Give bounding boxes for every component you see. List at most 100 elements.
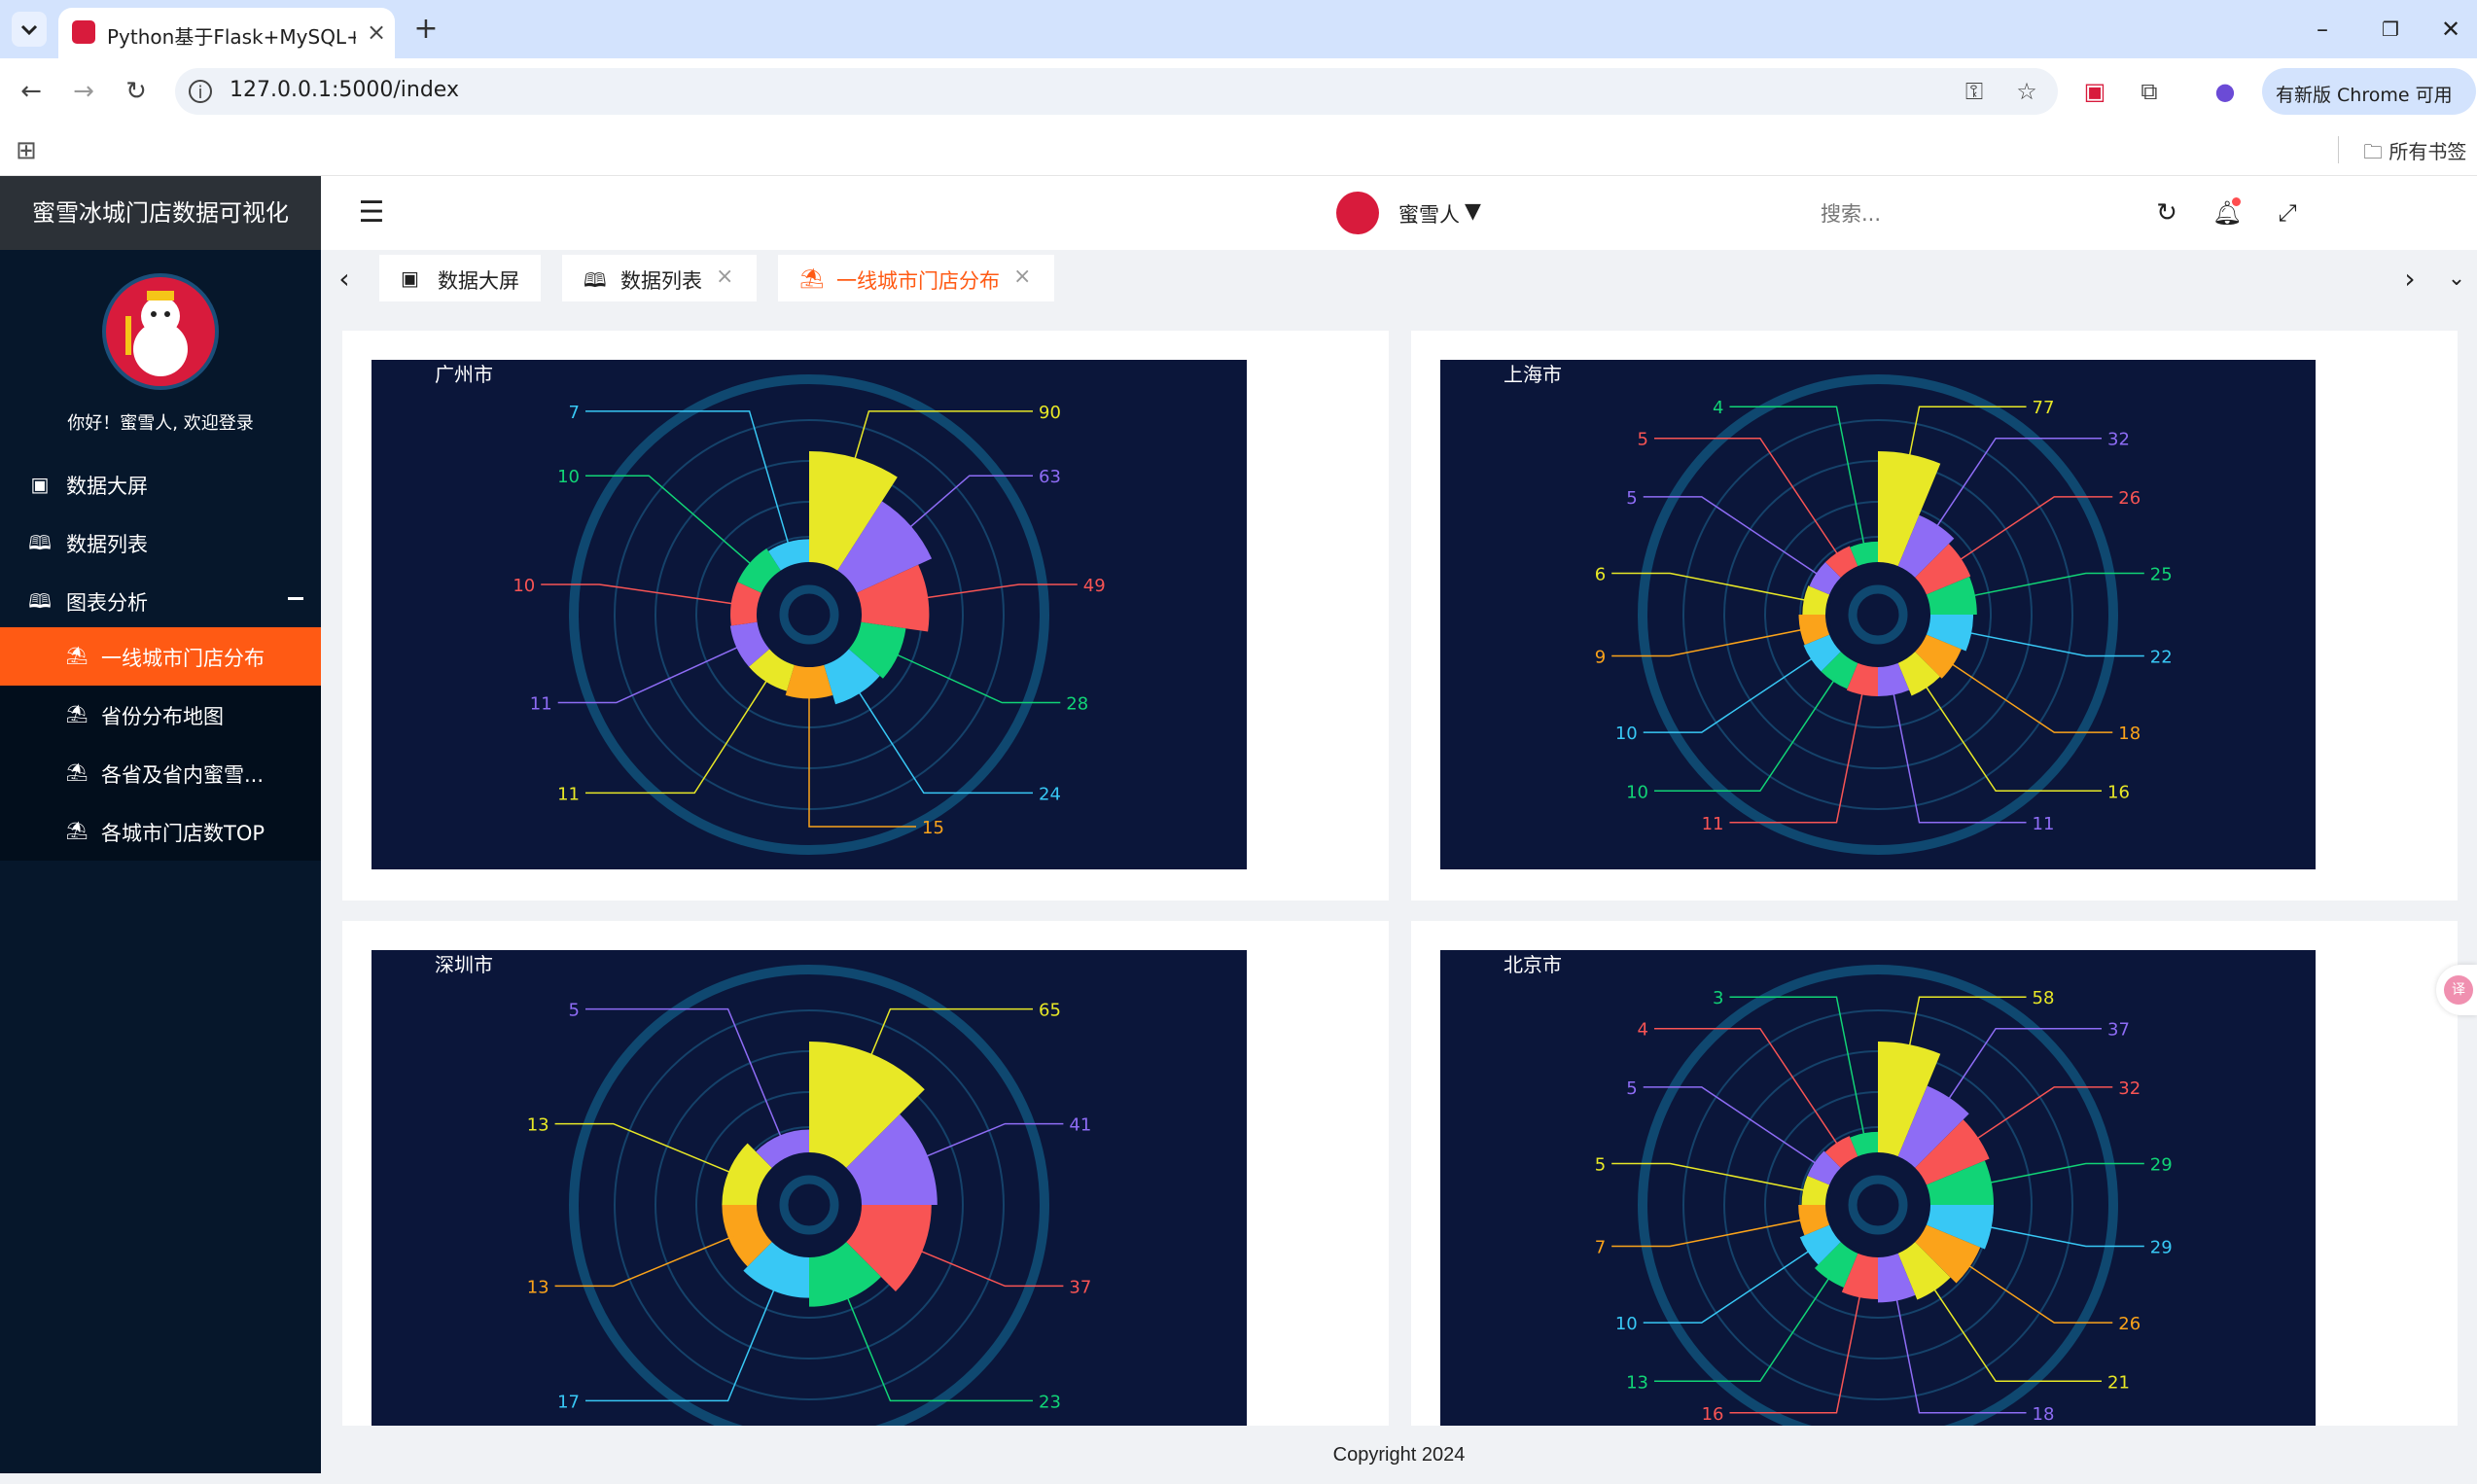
- sidebar-subitem-tier1-cities[interactable]: ⛱ 一线城市门店分布: [0, 627, 321, 686]
- fullscreen-icon[interactable]: ⤢: [2278, 199, 2297, 227]
- sidebar-item-dashboard[interactable]: ▣ 数据大屏: [0, 455, 321, 513]
- rose-slice[interactable]: [1915, 1119, 1990, 1185]
- rose-slice[interactable]: [1897, 514, 1955, 578]
- rose-slice[interactable]: [729, 621, 770, 667]
- rose-slice[interactable]: [1897, 652, 1940, 696]
- chevron-right-icon[interactable]: ›: [2404, 263, 2416, 295]
- chrome-update-button[interactable]: 有新版 Chrome 可用: [2262, 68, 2476, 115]
- browser-tab[interactable]: Python基于Flask+MySQL+ECharts ×: [58, 8, 395, 58]
- close-icon[interactable]: ×: [1013, 265, 1032, 289]
- address-bar[interactable]: i 127.0.0.1:5000/index ⚿ ☆: [175, 68, 2058, 115]
- rose-slice[interactable]: [785, 664, 833, 699]
- back-button[interactable]: ←: [20, 77, 42, 106]
- rose-slice[interactable]: [1915, 1224, 1981, 1284]
- apps-grid-icon[interactable]: ⊞: [16, 136, 37, 165]
- sidebar-item-data-list[interactable]: 🕮 数据列表: [0, 513, 321, 572]
- chevron-down-icon[interactable]: ⌄: [2447, 266, 2466, 291]
- site-info-icon[interactable]: i: [189, 80, 212, 103]
- close-icon[interactable]: ×: [716, 265, 734, 289]
- label-leader-line: [585, 1007, 784, 1142]
- rose-slice[interactable]: [1878, 451, 1941, 567]
- rose-slice[interactable]: [1798, 1205, 1830, 1236]
- forward-button[interactable]: →: [73, 77, 94, 106]
- rose-slice[interactable]: [737, 548, 781, 593]
- rose-slice[interactable]: [1801, 1175, 1830, 1205]
- rose-slice[interactable]: [809, 1042, 925, 1168]
- minimize-button[interactable]: –: [2317, 16, 2328, 43]
- rose-slice[interactable]: [1897, 1242, 1951, 1300]
- rose-slice[interactable]: [1850, 1131, 1878, 1157]
- rose-slice[interactable]: [1915, 544, 1971, 595]
- rose-slice[interactable]: [1878, 1253, 1916, 1303]
- rose-slice[interactable]: [1926, 1205, 1994, 1250]
- rose-slice[interactable]: [1814, 1242, 1858, 1288]
- rose-slice[interactable]: [756, 1129, 809, 1168]
- rose-slice[interactable]: [730, 582, 761, 626]
- menu-fold-icon[interactable]: ☰: [358, 195, 385, 230]
- user-name[interactable]: 蜜雪人: [1398, 203, 1460, 227]
- close-window-button[interactable]: ✕: [2440, 16, 2461, 43]
- rose-slice[interactable]: [1878, 1042, 1941, 1157]
- restore-button[interactable]: ❐: [2382, 18, 2399, 41]
- caret-down-icon[interactable]: ▼: [1465, 199, 1481, 224]
- all-bookmarks-folder[interactable]: 🗀 所有书签: [2363, 136, 2466, 171]
- rose-slice[interactable]: [809, 1242, 882, 1307]
- translate-extension-icon[interactable]: ▣: [2083, 78, 2106, 105]
- sidebar-subitem-province-stores[interactable]: ⛱ 各省及省内蜜雪...: [0, 744, 321, 802]
- rose-slice[interactable]: [1846, 662, 1878, 696]
- rose-slice[interactable]: [1926, 1160, 1994, 1205]
- rose-slice[interactable]: [1897, 1085, 1969, 1168]
- rose-slice[interactable]: [722, 1205, 772, 1267]
- refresh-icon[interactable]: ↻: [2156, 198, 2177, 228]
- tab-dashboard[interactable]: ▣ 数据大屏: [379, 255, 541, 301]
- rose-slice[interactable]: [1841, 1253, 1878, 1300]
- rose-slice[interactable]: [1878, 662, 1910, 696]
- extensions-puzzle-icon[interactable]: ⧉: [2141, 78, 2158, 105]
- tab-data-list[interactable]: 🕮 数据列表 ×: [562, 255, 757, 301]
- slice-value-label: 16: [2107, 782, 2130, 802]
- rose-slice[interactable]: [749, 649, 795, 691]
- rose-slice[interactable]: [1850, 541, 1878, 567]
- rose-slice[interactable]: [743, 1242, 809, 1298]
- close-icon[interactable]: ×: [366, 18, 387, 46]
- sidebar-subitem-province-map[interactable]: ⛱ 省份分布地图: [0, 686, 321, 744]
- rose-slice[interactable]: [1803, 634, 1841, 672]
- rose-slice[interactable]: [1926, 577, 1977, 615]
- rose-slice[interactable]: [1798, 615, 1830, 646]
- user-avatar-small[interactable]: [1336, 192, 1379, 234]
- rose-slice[interactable]: [1821, 652, 1858, 689]
- rose-slice[interactable]: [1807, 1150, 1841, 1185]
- new-tab-button[interactable]: +: [413, 12, 439, 46]
- rose-slice[interactable]: [1799, 1224, 1841, 1265]
- rose-slice[interactable]: [722, 1143, 772, 1205]
- search-input[interactable]: [1819, 194, 2114, 234]
- rose-slice[interactable]: [848, 621, 906, 679]
- chevron-left-icon[interactable]: ‹: [338, 263, 350, 295]
- rose-slice[interactable]: [768, 539, 809, 571]
- sidebar-item-chart-analysis[interactable]: 🕮 图表分析: [0, 572, 321, 630]
- rose-slice[interactable]: [809, 451, 898, 571]
- rose-slice[interactable]: [1825, 546, 1858, 578]
- password-key-icon[interactable]: ⚿: [1964, 78, 1984, 105]
- profile-avatar-icon[interactable]: ●: [2214, 78, 2236, 105]
- rose-slice[interactable]: [1809, 562, 1841, 595]
- tab-tier1-cities[interactable]: ⛱ 一线城市门店分布 ×: [778, 255, 1054, 301]
- rose-slice[interactable]: [857, 564, 930, 632]
- label-leader-line: [1643, 1248, 1814, 1324]
- translate-float-button[interactable]: 译: [2436, 965, 2477, 1015]
- rose-slice[interactable]: [846, 1205, 932, 1291]
- rose-slice[interactable]: [1802, 585, 1830, 615]
- rose-slice[interactable]: [846, 1113, 938, 1205]
- collapse-minus-icon[interactable]: [288, 597, 303, 600]
- sidebar-subitem-city-top[interactable]: ⛱ 各城市门店数TOP: [0, 802, 321, 861]
- rose-slice[interactable]: [1824, 1136, 1858, 1168]
- bell-icon[interactable]: 🔔︎: [2212, 197, 2243, 227]
- rose-slice[interactable]: [824, 649, 880, 705]
- tab-search-button[interactable]: [12, 12, 47, 47]
- rose-slice[interactable]: [1915, 634, 1962, 679]
- rose-slice[interactable]: [837, 501, 933, 593]
- rose-slice[interactable]: [1926, 615, 1973, 652]
- reload-button[interactable]: ↻: [125, 77, 147, 106]
- bookmark-star-icon[interactable]: ☆: [2016, 78, 2037, 105]
- url-text[interactable]: 127.0.0.1:5000/index: [230, 78, 459, 102]
